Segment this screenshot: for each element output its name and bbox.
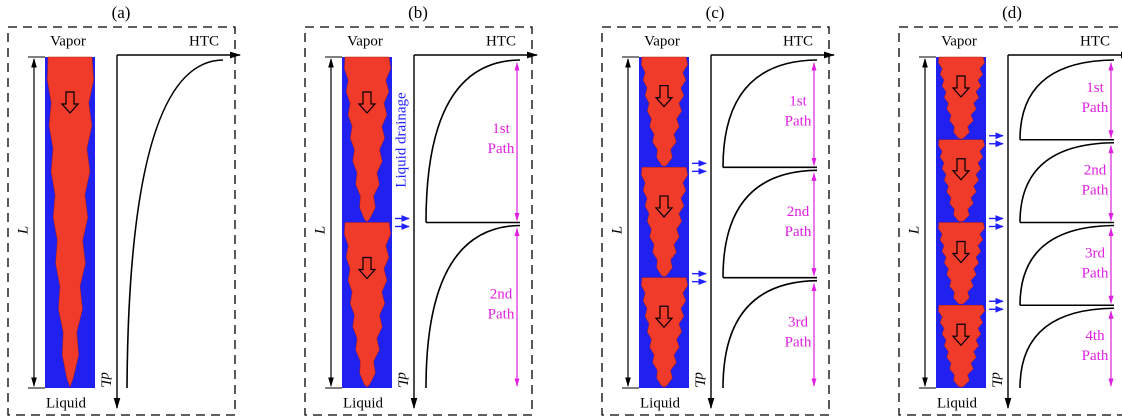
vapor-core [344,56,391,222]
flow-arrow [951,75,971,98]
path-label: 3rd [1085,245,1105,261]
flow-arrow [654,85,674,108]
vapor-label: Vapor [347,33,383,49]
panel-label: (b) [408,3,428,22]
path-label: Path [488,307,515,323]
htc-label: HTC [783,33,813,49]
panel: (b) Vapor Liquid HTC 1st Path 2nd Path dL L Liquid… [304,3,539,416]
htc-curve [722,169,818,278]
vapor-core [641,167,688,277]
path-label: Path [785,224,812,240]
htc-label: HTC [486,33,516,49]
htc-curve [1019,59,1115,140]
vapor-label: Vapor [50,33,86,49]
path-label: Path [488,141,515,157]
panel-label: (a) [112,3,131,22]
vapor-label: Vapor [941,33,977,49]
htc-curve [126,59,224,389]
length-label: L [312,226,328,235]
liquid-label: Liquid [937,395,977,411]
liquid-label: Liquid [46,395,86,411]
flow-arrow [357,256,377,280]
panel: (a) Vapor Liquid HTC dL L [7,3,242,416]
path-label: 1st [789,94,807,110]
path-label: 2nd [490,287,513,303]
flow-arrow [654,195,674,218]
panel: (c) Vapor Liquid HTC 1st Path 2nd Path 3rd Path dL… [601,3,836,416]
path-label: Path [1082,348,1109,364]
flow-arrow [951,240,971,264]
flow-arrow [60,91,80,114]
vapor-core [938,56,985,140]
flow-arrow [357,91,377,114]
drainage-label: Liquid drainage [393,92,409,188]
path-label: Path [1082,100,1109,116]
panel-label: (c) [706,3,725,22]
panel-label: (d) [1002,3,1022,22]
panel-frame [304,26,533,416]
path-label: Path [785,114,812,130]
length-label: L [906,226,922,235]
panel-frame [898,26,1122,416]
vapor-core [641,277,688,388]
path-label: 3rd [788,314,808,330]
vapor-label: Vapor [644,33,680,49]
vapor-core [641,56,688,167]
path-label: 1st [492,121,510,137]
path-label: 1st [1086,80,1104,96]
vapor-core [344,222,391,388]
panel: (d) Vapor Liquid HTC 1st Path 2nd Path 3rd Path 4t… [898,3,1122,416]
vapor-core [938,139,985,222]
vapor-core [938,305,985,388]
flow-arrow [654,305,674,329]
vapor-core [47,56,94,388]
htc-curve [722,279,818,389]
path-label: Path [1082,183,1109,199]
path-label: 2nd [1084,163,1107,179]
length-label: L [609,226,625,235]
dl-label: dL [989,372,1005,388]
htc-curve [425,224,521,389]
path-label: 2nd [787,204,810,220]
liquid-label: Liquid [640,395,680,411]
panel-frame [601,26,830,416]
htc-curve [1019,141,1115,223]
htc-label: HTC [189,33,219,49]
flow-arrow [951,158,971,181]
htc-label: HTC [1080,33,1110,49]
liquid-label: Liquid [343,395,383,411]
flow-arrow [951,323,971,347]
path-label: Path [1082,265,1109,281]
dl-label: dL [692,372,708,388]
dl-label: dL [98,372,114,388]
panel-frame [7,26,236,416]
htc-curve [1019,224,1115,306]
length-label: L [15,226,31,235]
htc-curve [425,59,521,223]
htc-curve [722,59,818,168]
vapor-core [938,222,985,305]
path-label: 4th [1085,328,1105,344]
htc-curve [1019,307,1115,389]
dl-label: dL [395,372,411,388]
path-label: Path [785,334,812,350]
